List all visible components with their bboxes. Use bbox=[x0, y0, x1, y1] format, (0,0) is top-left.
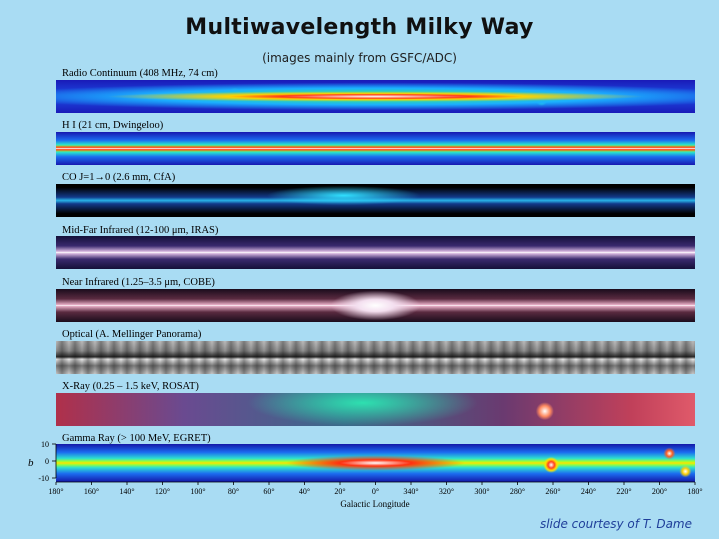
latitude-tick-label: 0 bbox=[45, 457, 49, 466]
slide-credit: slide courtesy of T. Dame bbox=[539, 517, 692, 531]
longitude-tick-label: 80° bbox=[228, 487, 239, 496]
longitude-tick-label: 280° bbox=[510, 487, 525, 496]
band-image-co bbox=[56, 184, 695, 217]
band-label-gamma-ray: Gamma Ray (> 100 MeV, EGRET) bbox=[62, 433, 211, 444]
slide-subtitle: (images mainly from GSFC/ADC) bbox=[262, 51, 457, 65]
band-label-near-infrared: Near Infrared (1.25–3.5 μm, COBE) bbox=[62, 277, 215, 288]
longitude-tick-label: 40° bbox=[299, 487, 310, 496]
longitude-tick-label: 340° bbox=[403, 487, 418, 496]
band-image-gamma-ray bbox=[56, 444, 695, 482]
latitude-tick-label: 10 bbox=[41, 440, 49, 449]
longitude-tick-label: 240° bbox=[581, 487, 596, 496]
band-label-optical: Optical (A. Mellinger Panorama) bbox=[62, 329, 202, 340]
band-label-hi: H I (21 cm, Dwingeloo) bbox=[62, 120, 164, 131]
band-label-radio: Radio Continuum (408 MHz, 74 cm) bbox=[62, 68, 218, 79]
band-image-optical bbox=[56, 341, 695, 374]
longitude-tick-label: 60° bbox=[263, 487, 274, 496]
longitude-tick-label: 320° bbox=[439, 487, 454, 496]
longitude-tick-label: 20° bbox=[334, 487, 345, 496]
longitude-tick-label: 220° bbox=[616, 487, 631, 496]
longitude-tick-label: 160° bbox=[84, 487, 99, 496]
longitude-tick-label: 180° bbox=[48, 487, 63, 496]
band-label-mid-far-infrared: Mid-Far Infrared (12-100 μm, IRAS) bbox=[62, 225, 219, 236]
latitude-axis: b 10 0 -10 bbox=[28, 440, 57, 483]
slide-title: Multiwavelength Milky Way bbox=[185, 15, 534, 40]
longitude-tick-label: 260° bbox=[545, 487, 560, 496]
latitude-tick-label: -10 bbox=[38, 474, 49, 483]
band-image-radio bbox=[56, 80, 695, 113]
band-image-hi bbox=[56, 132, 695, 165]
band-image-near-infrared bbox=[56, 289, 695, 322]
longitude-axis-label: Galactic Longitude bbox=[340, 499, 409, 509]
longitude-tick-label: 200° bbox=[652, 487, 667, 496]
longitude-tick-label: 140° bbox=[119, 487, 134, 496]
longitude-tick-label: 120° bbox=[155, 487, 170, 496]
longitude-tick-label: 100° bbox=[190, 487, 205, 496]
longitude-tick-label: 0° bbox=[372, 487, 379, 496]
latitude-axis-label: b bbox=[28, 457, 34, 469]
longitude-tick-label: 180° bbox=[687, 487, 702, 496]
band-label-x-ray: X-Ray (0.25 – 1.5 keV, ROSAT) bbox=[62, 381, 199, 392]
longitude-tick-label: 300° bbox=[474, 487, 489, 496]
band-label-co: CO J=1→0 (2.6 mm, CfA) bbox=[62, 172, 176, 183]
band-image-x-ray bbox=[56, 393, 695, 426]
band-image-mid-far-infrared bbox=[56, 236, 695, 269]
